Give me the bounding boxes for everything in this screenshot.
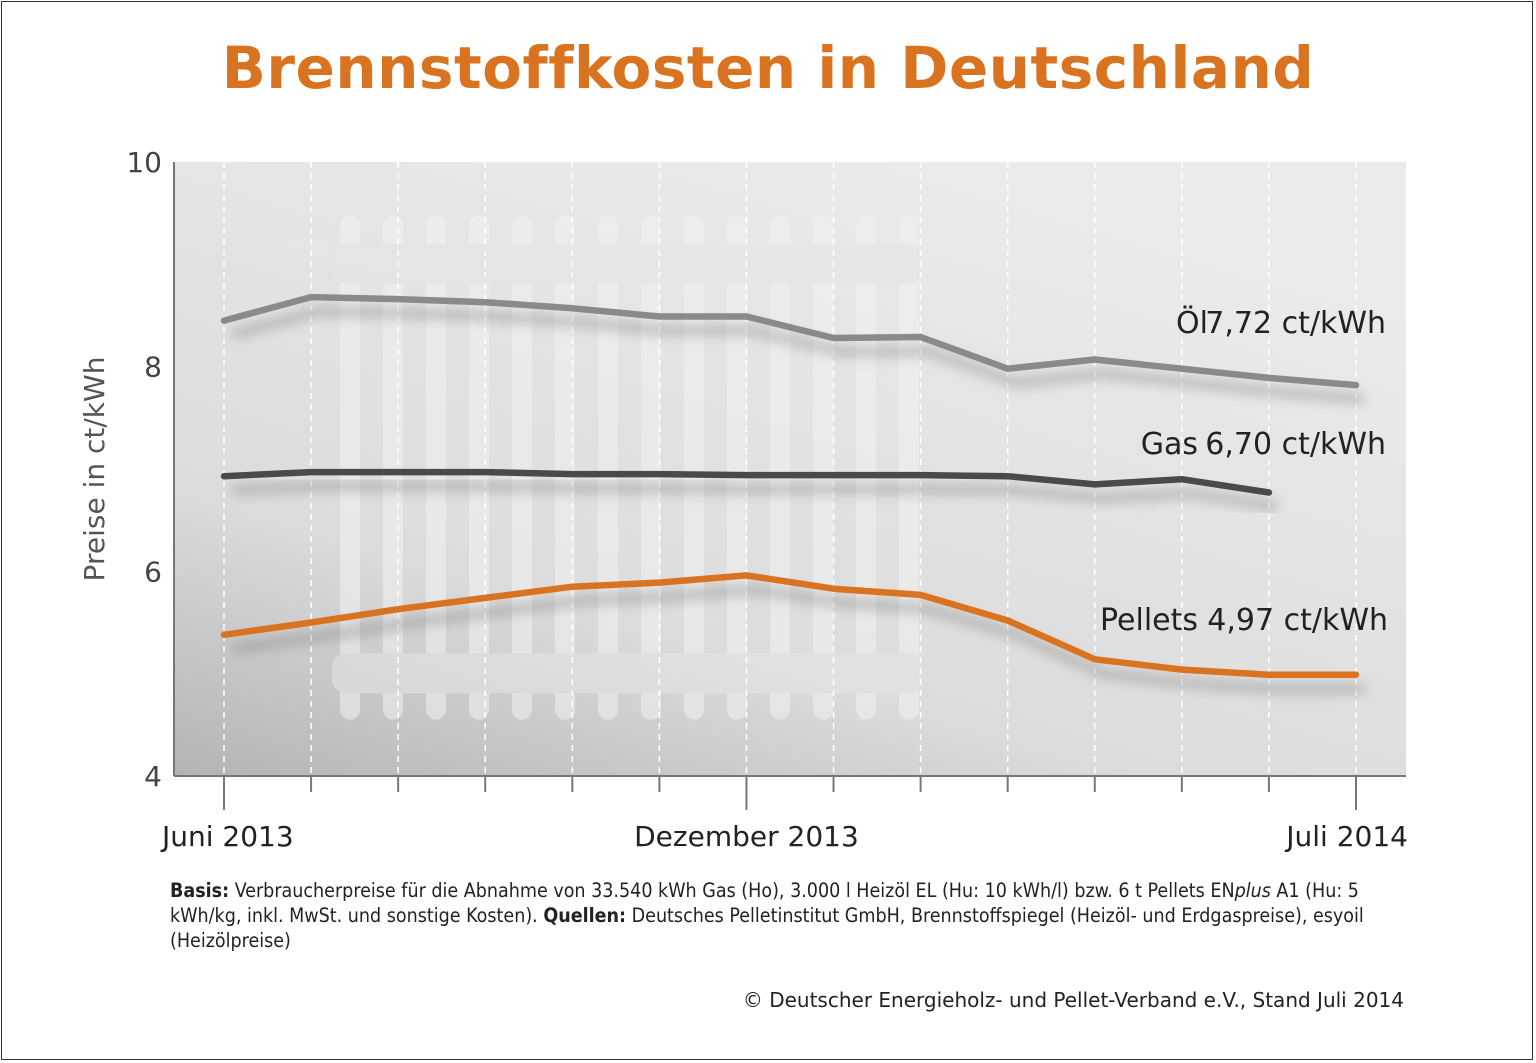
series-name-label: Gas bbox=[1141, 427, 1198, 462]
radiator-fin bbox=[555, 215, 575, 720]
series-line bbox=[220, 293, 1360, 389]
series-value-label: 6,70 ct/kWh bbox=[1205, 427, 1386, 462]
basis-text-1: Verbraucherpreise für die Abnahme von 33… bbox=[229, 879, 1235, 902]
series-group bbox=[220, 293, 1360, 678]
copyright: © Deutscher Energieholz- und Pellet-Verb… bbox=[742, 988, 1404, 1012]
radiator-fin bbox=[856, 215, 876, 720]
x-tick-label: Juni 2013 bbox=[160, 820, 294, 853]
basis-text-2: A1 (Hu: 5 kWh/kg, inkl. MwSt. und sonsti… bbox=[170, 879, 1359, 927]
radiator-fin bbox=[512, 215, 532, 720]
basis-italic: plus bbox=[1234, 879, 1271, 902]
radiator-top-bar bbox=[332, 243, 922, 284]
radiator-fin bbox=[727, 215, 747, 720]
series-line bbox=[220, 572, 1360, 678]
radiator-fin bbox=[813, 215, 833, 720]
radiator-fin bbox=[340, 215, 360, 720]
caption: Basis: Verbraucherpreise für die Abnahme… bbox=[170, 878, 1420, 953]
x-tick-label: Juli 2014 bbox=[1284, 820, 1408, 853]
basis-label: Basis: bbox=[170, 879, 230, 902]
series-name-label: Pellets bbox=[1100, 603, 1198, 638]
series-labels: Öl7,72 ct/kWh Gas 6,70 ct/kWh Pellets 4,97 c… bbox=[1100, 305, 1388, 638]
radiator-fin bbox=[641, 215, 661, 720]
radiator-fin bbox=[770, 215, 790, 720]
y-tick-label: 4 bbox=[144, 760, 162, 793]
y-axis-label: Preise in ct/kWh bbox=[78, 357, 111, 582]
y-tick-label: 6 bbox=[144, 555, 162, 588]
chart-title: Brennstoffkosten in Deutschland bbox=[221, 34, 1315, 102]
sources-text: Deutsches Pelletinstitut GmbH, Brennstof… bbox=[170, 904, 1364, 952]
radiator-fin bbox=[426, 215, 446, 720]
radiator-fin bbox=[684, 215, 704, 720]
radiator-fin bbox=[469, 215, 489, 720]
radiator-bottom-bar bbox=[332, 653, 922, 694]
radiator-fin bbox=[899, 215, 919, 720]
series-shadow bbox=[231, 584, 1364, 694]
series-value-label: 7,72 ct/kWh bbox=[1205, 306, 1386, 341]
series-shadow bbox=[231, 481, 1278, 511]
y-tick-label: 10 bbox=[126, 146, 162, 179]
axes: 4 6 8 10 Juni 2013 Dezember 2013 Juli 2014 Prei… bbox=[78, 146, 1408, 853]
series-value-label: 4,97 ct/kWh bbox=[1207, 603, 1388, 638]
radiator-fin bbox=[383, 215, 403, 720]
radiator-fin bbox=[598, 215, 618, 720]
series-shadow bbox=[230, 306, 1365, 404]
y-tick-label: 8 bbox=[144, 351, 162, 384]
sources-label: Quellen: bbox=[543, 904, 627, 927]
series-name-label: Öl bbox=[1176, 305, 1208, 341]
radiator-valve bbox=[282, 238, 330, 265]
x-tick-label: Dezember 2013 bbox=[634, 820, 859, 853]
series-line bbox=[220, 468, 1273, 496]
